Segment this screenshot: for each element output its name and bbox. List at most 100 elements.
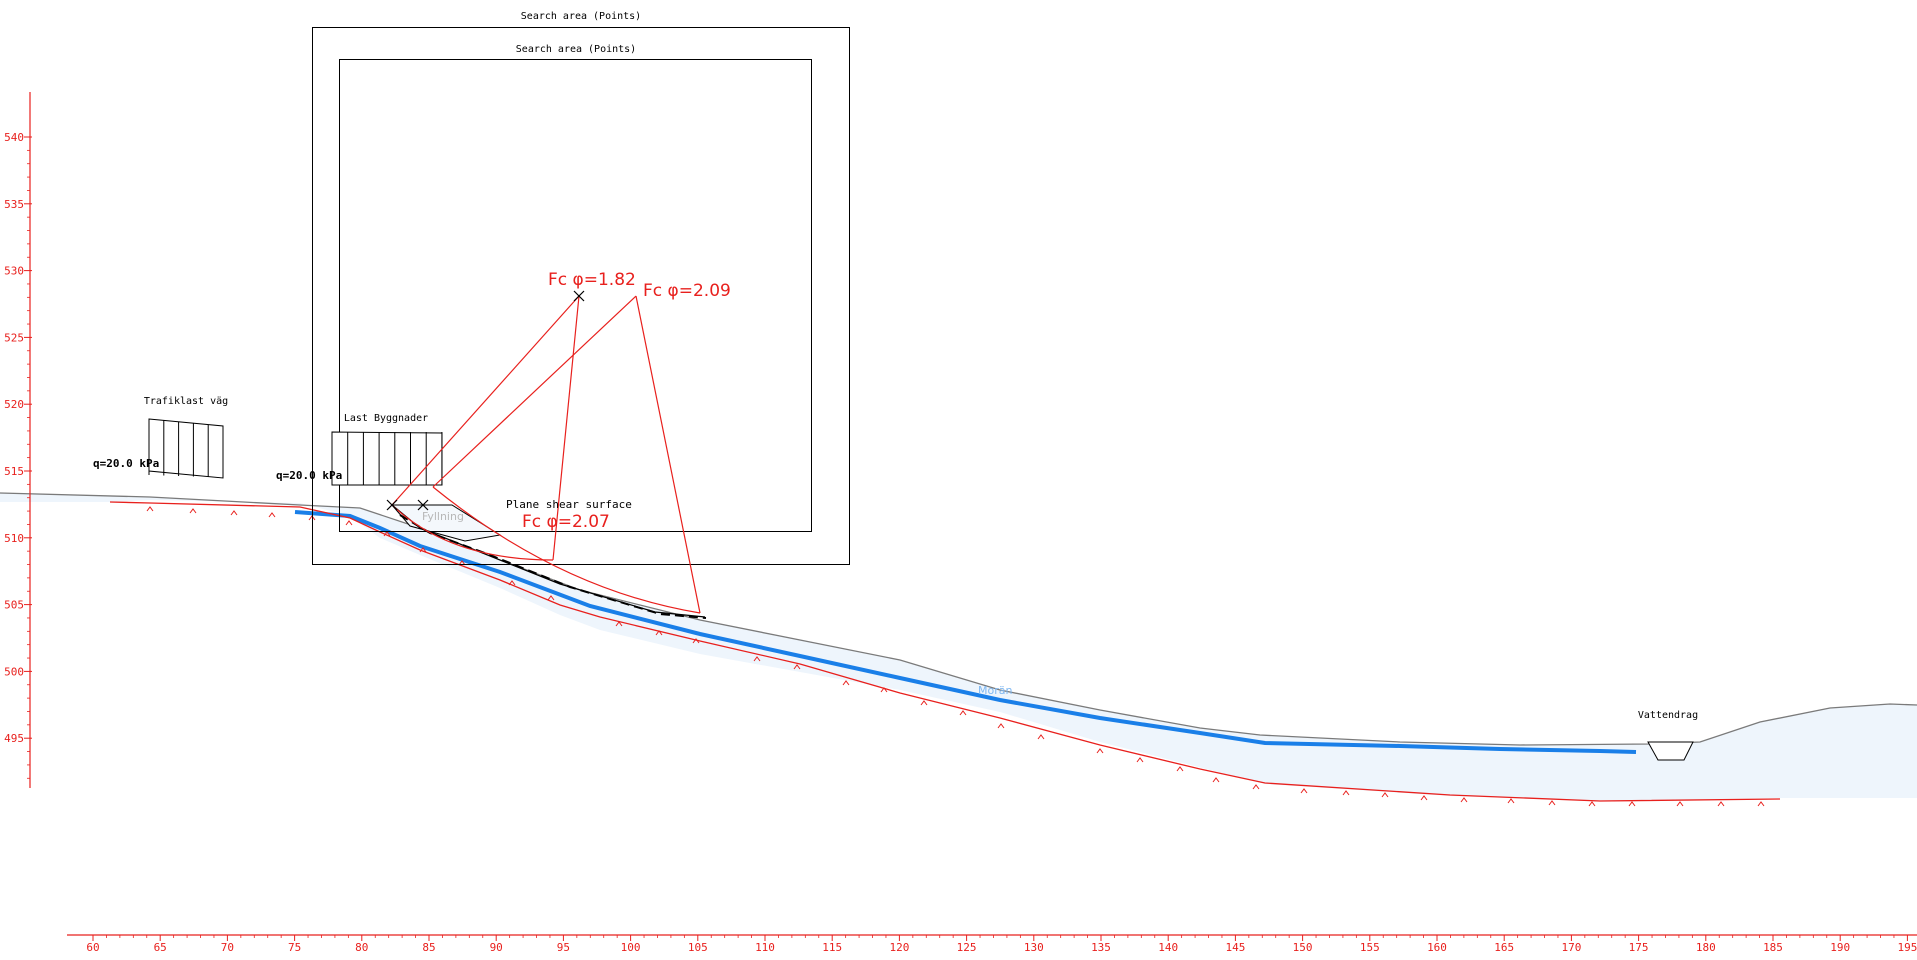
x-tick-label: 180 [1696, 941, 1716, 954]
circle-1-slip-arc [391, 504, 554, 561]
y-tick-label: 535 [4, 198, 24, 211]
plane-shear-surface-title: Plane shear surface [506, 498, 632, 511]
rock-marker [1717, 801, 1725, 807]
y-tick-label: 505 [4, 599, 24, 612]
x-tick-label: 185 [1763, 941, 1783, 954]
circle-2-radius-b [635, 295, 701, 614]
rock-marker [1300, 788, 1308, 794]
rock-marker [1381, 792, 1389, 798]
x-tick-label: 145 [1225, 941, 1245, 954]
x-tick-label: 160 [1427, 941, 1447, 954]
rock-marker [1628, 801, 1636, 807]
x-tick-label: 90 [490, 941, 503, 954]
x-tick-label: 60 [86, 941, 99, 954]
x-tick-label: 125 [957, 941, 977, 954]
rock-marker [419, 547, 427, 553]
x-tick-label: 175 [1629, 941, 1649, 954]
rock-surface-line [109, 501, 1781, 802]
x-tick-label: 155 [1360, 941, 1380, 954]
search-area-outer-label: Search area (Points) [521, 11, 641, 22]
rock-marker [1096, 748, 1104, 754]
x-axis: 60 65 70 75 80 85 90 95 100 105 110 115 120 125 130 135… [67, 934, 1917, 954]
x-tick-label: 100 [621, 941, 641, 954]
y-tick-label: 515 [4, 465, 24, 478]
watercourse-channel [1647, 741, 1694, 761]
y-tick-label: 540 [4, 131, 24, 144]
rock-marker [1548, 800, 1556, 806]
rock-marker [1507, 798, 1515, 804]
ground-surface-line [0, 492, 1917, 746]
building-load-title: Last Byggnader [344, 413, 428, 424]
x-tick-label: 190 [1830, 941, 1850, 954]
search-area-outer [312, 27, 850, 565]
watercourse-label: Vattendrag [1638, 710, 1698, 721]
x-tick-label: 85 [422, 941, 435, 954]
rock-marker [920, 700, 928, 706]
x-tick-label: 105 [688, 941, 708, 954]
x-tick-label: 65 [154, 941, 167, 954]
rock-marker [1676, 801, 1684, 807]
traffic-load: Trafiklast väg q=20.0 kPa [93, 396, 228, 479]
rock-marker [1757, 801, 1765, 807]
x-tick-label: 70 [221, 941, 234, 954]
rock-marker [1342, 790, 1350, 796]
y-tick-label: 520 [4, 398, 24, 411]
y-tick-label: 500 [4, 665, 24, 678]
rock-marker [1460, 797, 1468, 803]
rock-markers [146, 506, 1765, 807]
circle-centre-marker [573, 290, 585, 302]
soil-body [0, 493, 1917, 801]
x-tick-label: 95 [557, 941, 570, 954]
moraine-label: Morän [978, 684, 1012, 697]
x-tick-label: 135 [1091, 941, 1111, 954]
building-load: Last Byggnader q=20.0 kPa [276, 413, 443, 486]
y-tick-label: 530 [4, 265, 24, 278]
rock-marker [1176, 766, 1184, 772]
rock-marker [842, 680, 850, 686]
fc-plane-label: Fc φ=2.07 [522, 512, 610, 532]
x-tick-label: 75 [288, 941, 301, 954]
slip-entry-marker [386, 499, 398, 511]
x-tick-label: 165 [1494, 941, 1514, 954]
x-tick-label: 170 [1561, 941, 1581, 954]
x-tick-label: 120 [889, 941, 909, 954]
rock-marker [1037, 734, 1045, 740]
traffic-load-title: Trafiklast väg [144, 396, 228, 407]
rock-marker [146, 506, 154, 512]
rock-marker [268, 512, 276, 518]
traffic-load-value: q=20.0 kPa [93, 457, 159, 470]
rock-marker [1212, 777, 1220, 783]
rock-marker [880, 687, 888, 693]
x-tick-label: 80 [355, 941, 368, 954]
building-load-block [331, 431, 443, 486]
circle-1-radius-a [391, 295, 580, 506]
rock-marker [997, 723, 1005, 729]
y-tick-label: 510 [4, 532, 24, 545]
rock-marker [692, 638, 700, 644]
rock-marker [1252, 784, 1260, 790]
rock-marker [655, 630, 663, 636]
y-tick-label: 495 [4, 732, 24, 745]
fc-circular-2-label: Fc φ=2.09 [643, 281, 731, 301]
rock-marker [1420, 795, 1428, 801]
rock-marker [1136, 757, 1144, 763]
building-load-value: q=20.0 kPa [276, 469, 342, 482]
rock-marker [230, 510, 238, 516]
critical-surfaces [391, 295, 701, 614]
x-tick-label: 110 [755, 941, 775, 954]
search-area-inner [339, 59, 812, 532]
x-tick-label: 115 [822, 941, 842, 954]
rock-marker [189, 508, 197, 514]
traffic-load-block [148, 418, 224, 479]
y-axis: 540 535 530 525 520 515 510 505 500 495 [4, 92, 32, 788]
circle-2-radius-a [432, 295, 637, 488]
rock-marker [615, 621, 623, 627]
y-tick-label: 525 [4, 331, 24, 344]
slip-entry-marker-2 [417, 499, 429, 511]
rock-marker [508, 580, 516, 586]
x-tick-label: 195 [1897, 941, 1917, 954]
rock-marker [345, 520, 353, 526]
x-tick-label: 140 [1158, 941, 1178, 954]
rock-marker [793, 664, 801, 670]
